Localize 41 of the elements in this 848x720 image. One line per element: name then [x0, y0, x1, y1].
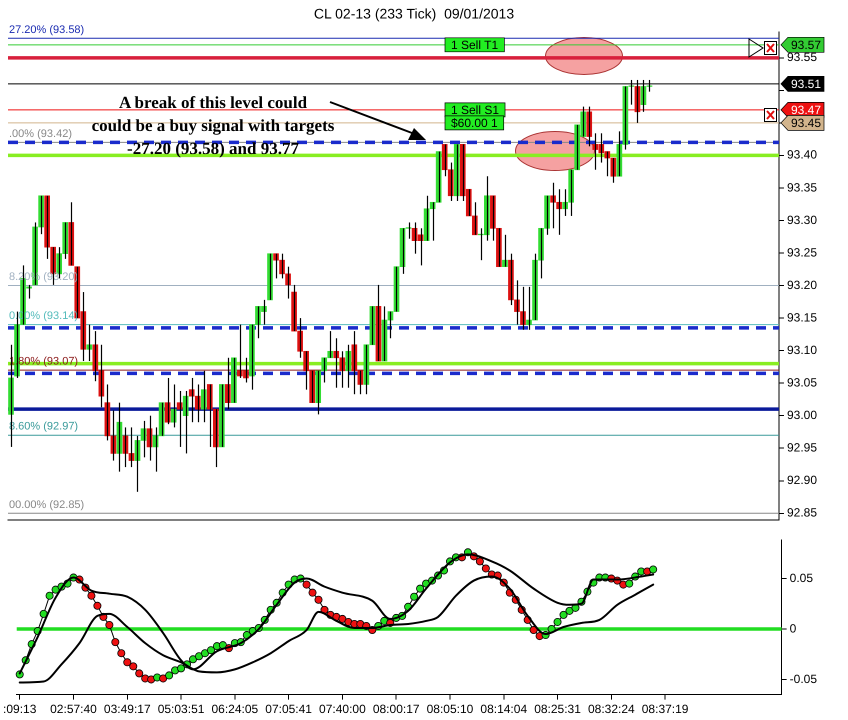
y-tick-label: 93.00 [786, 408, 818, 422]
x-tick-label: 08:14:04 [480, 702, 528, 716]
ref-line-label: 93.45 [790, 116, 822, 130]
ref-line-label: 27.20% (93.58) [9, 24, 84, 36]
y-tick-label: 0.05 [790, 570, 814, 585]
annotation: 1 Sell S1 [451, 103, 500, 118]
y-tick-label: 92.95 [786, 440, 818, 455]
x-tick-label: 02:57:40 [50, 702, 98, 716]
x-tick-label: 07:05:41 [265, 702, 312, 716]
x-tick-label: 08:32:24 [588, 702, 636, 716]
ref-line-label: 00.00% (92.85) [9, 498, 84, 511]
x-tick-label: 08:25:31 [534, 702, 582, 716]
x-tick-label: 08:37:19 [642, 702, 689, 716]
y-tick-label: 93.10 [786, 342, 818, 357]
annotation: 1 Sell T1 [451, 38, 498, 52]
chart-title: CL 02-13 (233 Tick) 09/01/2013 [314, 5, 514, 22]
x-tick-label: 03:49:17 [104, 702, 151, 716]
ref-line-label: 93.51 [790, 77, 822, 92]
y-tick-label: 93.05 [786, 375, 818, 390]
y-tick-label: 93.35 [786, 180, 818, 194]
x-tick-label: :09:13 [3, 702, 37, 716]
y-tick-label: 93.25 [786, 245, 818, 260]
ref-line-label: 93.47 [790, 103, 822, 118]
x-tick-label: 08:00:17 [372, 702, 420, 716]
y-tick-label: 93.20 [786, 278, 818, 292]
y-tick-label: 92.90 [786, 473, 818, 488]
y-tick-label: -0.05 [790, 672, 818, 686]
annotation: $60.00 1 [451, 116, 498, 130]
x-tick-label: 05:03:51 [158, 702, 205, 716]
ref-line-label: 93.57 [790, 38, 822, 52]
y-tick-label: 92.85 [786, 506, 818, 520]
annotation: A break of this level could could be a buy signal with targets -27.20 (93.58) and 93.77 [92, 93, 335, 158]
y-tick-label: 93.30 [786, 212, 818, 227]
y-tick-label: 0 [790, 621, 797, 636]
x-tick-label: 07:40:00 [319, 702, 366, 716]
y-tick-label: 93.55 [786, 50, 818, 64]
y-tick-label: 93.15 [786, 310, 818, 324]
x-tick-label: 06:24:05 [211, 702, 259, 716]
y-tick-label: 93.40 [786, 148, 818, 162]
ref-line-label: .00% (93.42) [9, 128, 72, 140]
x-tick-label: 08:05:10 [426, 702, 474, 716]
